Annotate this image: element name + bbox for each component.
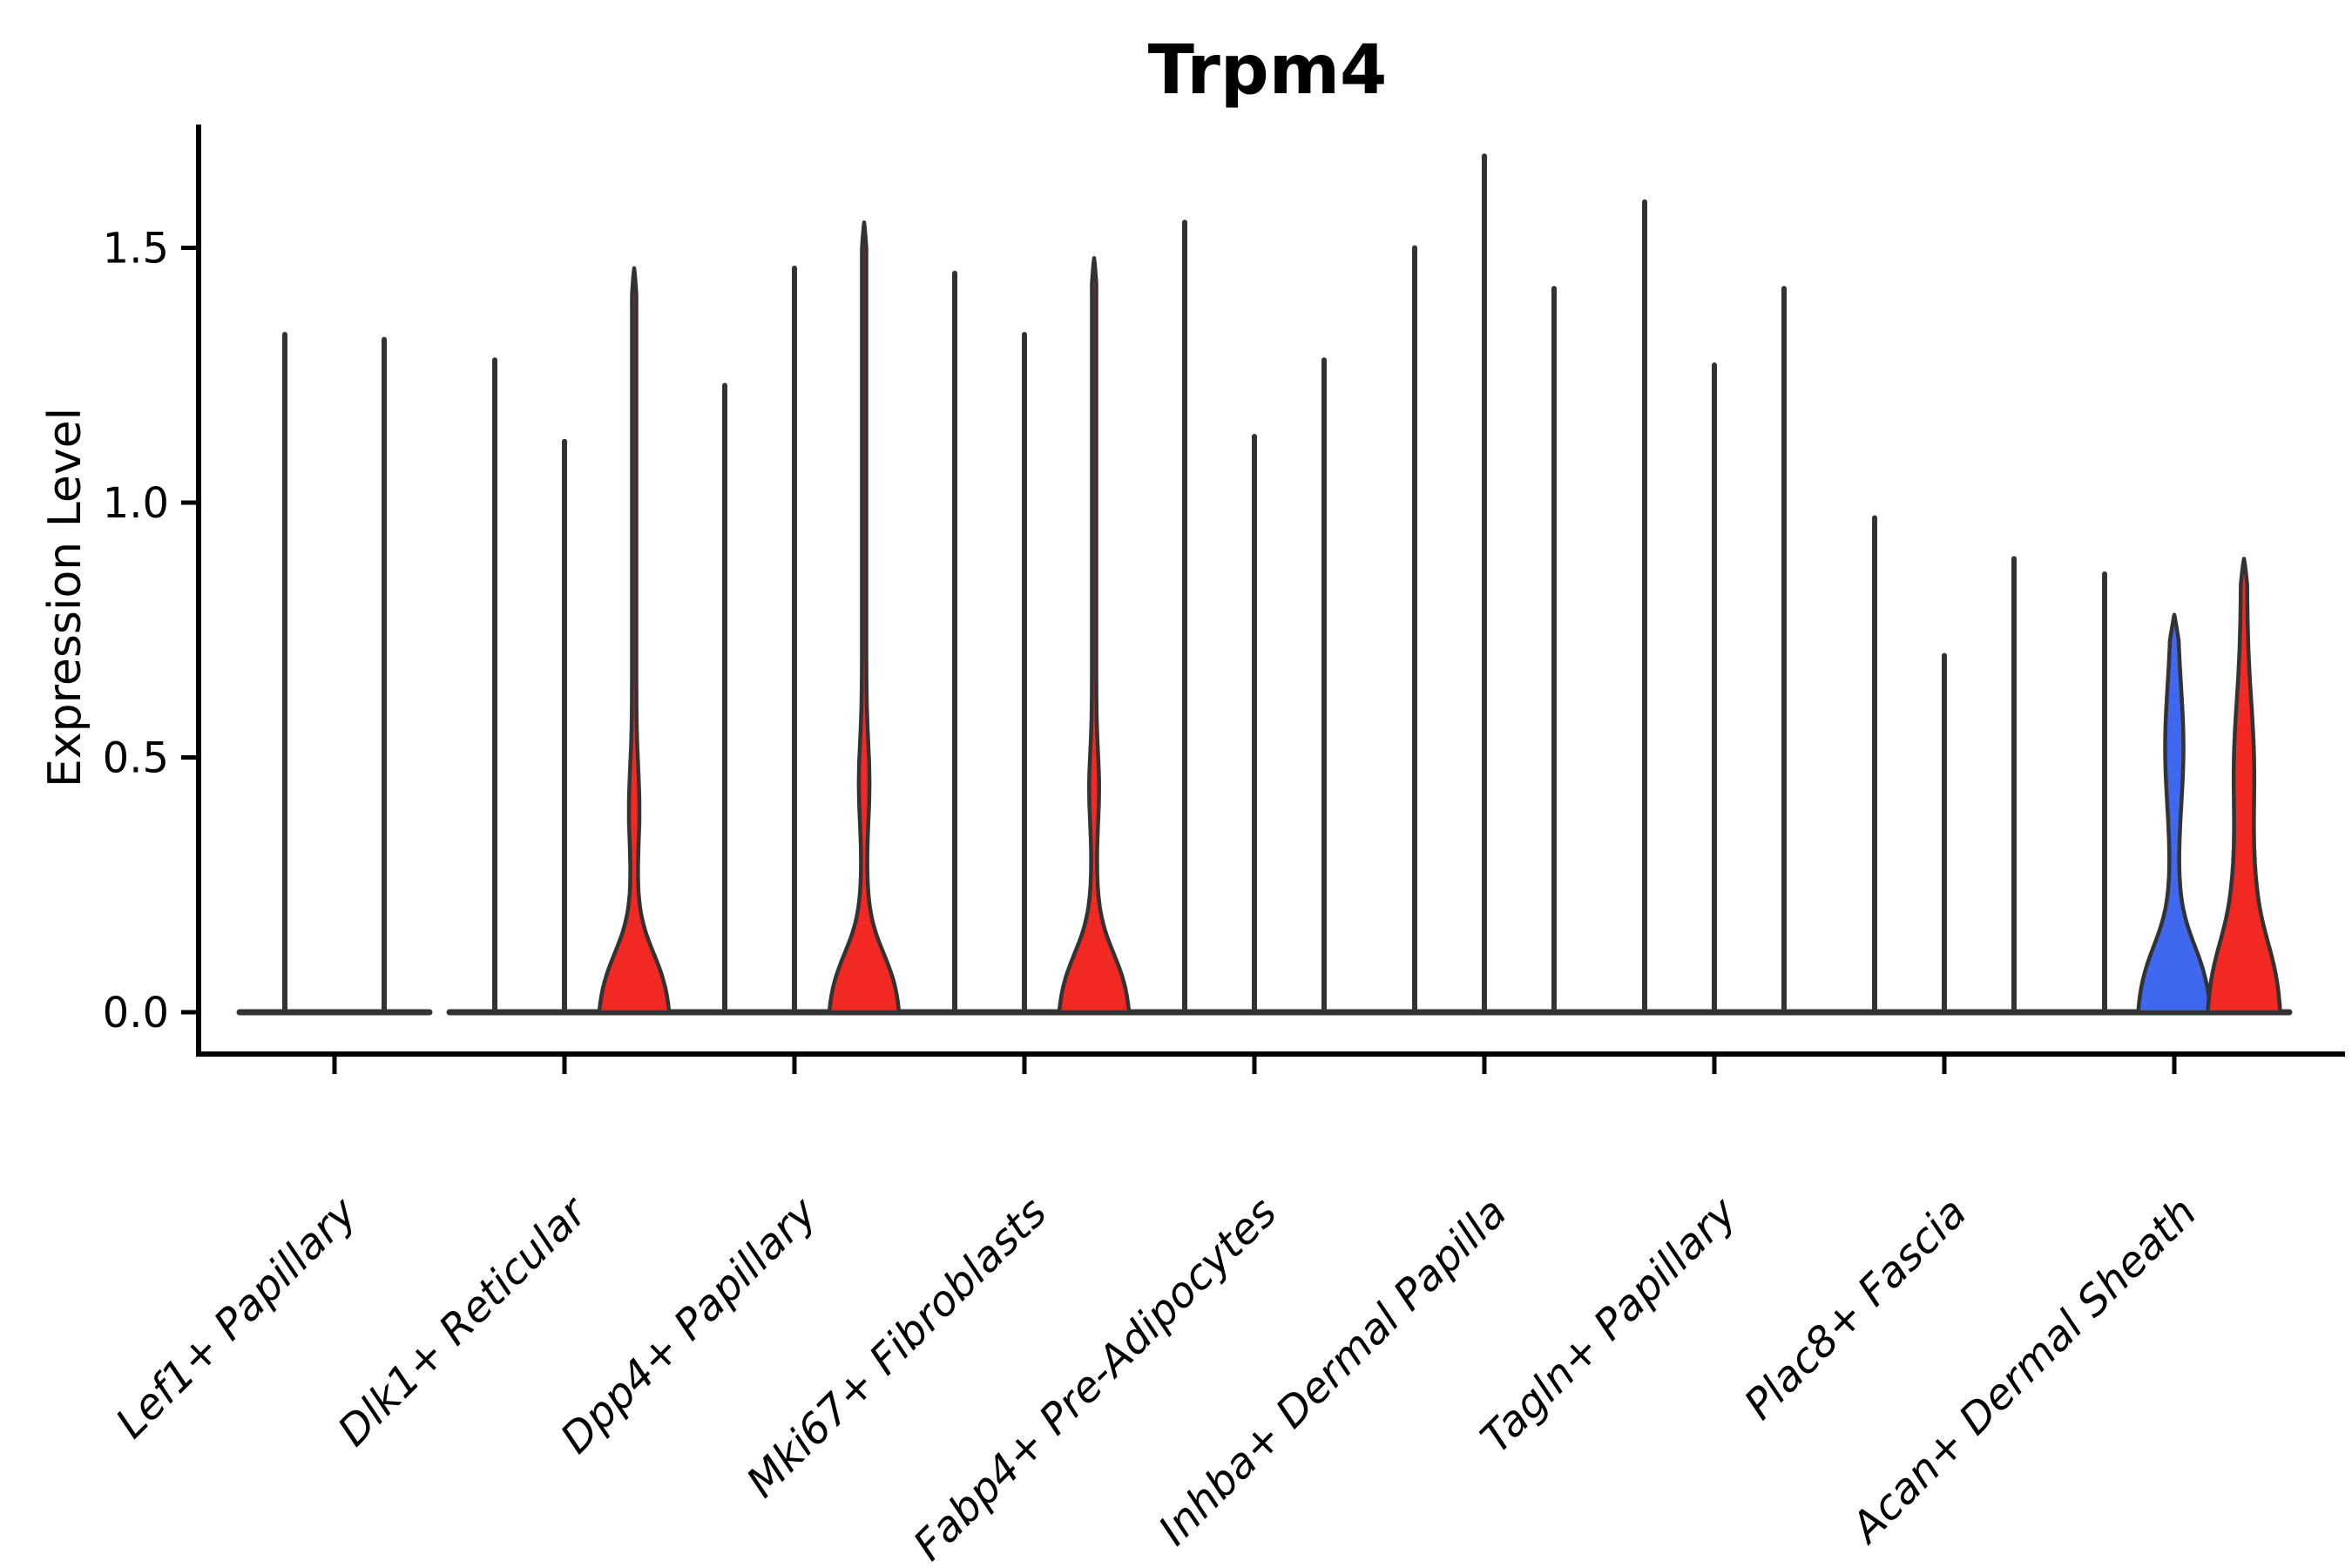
violin-body bbox=[1057, 255, 1132, 1015]
violin-body bbox=[597, 266, 672, 1015]
x-axis-ticks bbox=[332, 1054, 2177, 1074]
y-tick-label: 0.5 bbox=[103, 734, 169, 783]
violin-group bbox=[906, 255, 1143, 1016]
violin-group bbox=[1366, 153, 1603, 1016]
x-tick-label: Fabp4+ Pre-Adipocytes bbox=[904, 1188, 1287, 1568]
violin-group bbox=[446, 266, 683, 1016]
y-tick-label: 1.5 bbox=[103, 225, 169, 274]
x-tick-label: Dlk1+ Reticular bbox=[328, 1186, 598, 1456]
x-tick-label: Lef1+ Papillary bbox=[106, 1187, 367, 1448]
violin-group bbox=[1826, 515, 2063, 1016]
x-tick-label: Dpp4+ Papillary bbox=[551, 1187, 827, 1463]
violin-body bbox=[2206, 557, 2282, 1015]
violin-body bbox=[2136, 612, 2213, 1015]
violin-group bbox=[676, 220, 913, 1016]
chart-title: Trpm4 bbox=[1148, 31, 1388, 110]
y-axis-ticks: 0.0 0.5 1.0 1.5 bbox=[103, 225, 199, 1037]
y-tick-label: 1.0 bbox=[103, 479, 169, 528]
violin-group bbox=[2056, 557, 2293, 1016]
violin-plot-area bbox=[236, 153, 2293, 1016]
x-tick-label: Plac8+ Fascia bbox=[1735, 1188, 1977, 1429]
y-tick-label: 0.0 bbox=[103, 989, 169, 1037]
violin-body bbox=[827, 220, 902, 1015]
violin-group bbox=[236, 331, 433, 1016]
y-axis-label: Expression Level bbox=[39, 408, 91, 787]
violin-group bbox=[1596, 199, 1833, 1016]
violin-group bbox=[1136, 220, 1373, 1016]
x-tick-label: Tagln+ Papillary bbox=[1471, 1187, 1747, 1463]
